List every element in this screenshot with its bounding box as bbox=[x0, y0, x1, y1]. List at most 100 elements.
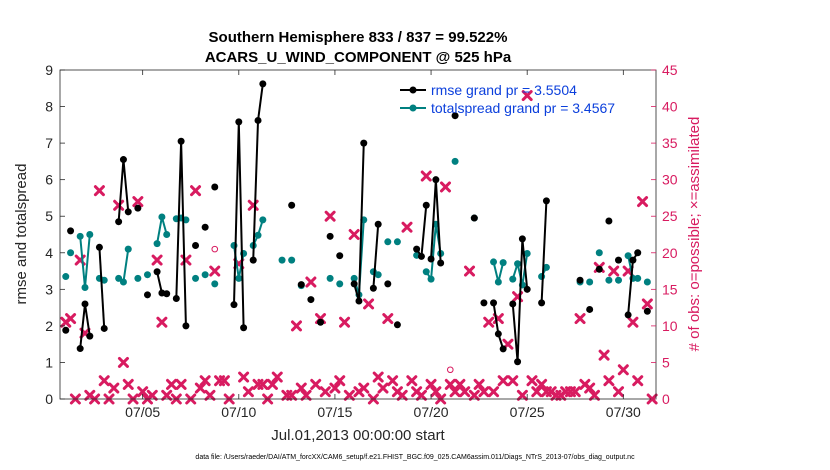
obs-assimilated-marker bbox=[324, 210, 336, 222]
totalspread-point bbox=[62, 273, 70, 281]
y2-axis-ticks: 0 5 10 15 20 25 30 35 40 45 bbox=[651, 62, 678, 407]
totalspread-point bbox=[288, 256, 296, 264]
totalspread-point bbox=[490, 258, 498, 266]
rmse-point bbox=[393, 321, 401, 329]
totalspread-point bbox=[509, 275, 517, 283]
rmse-point bbox=[172, 294, 180, 302]
totalspread-point bbox=[615, 276, 623, 284]
rmse-point bbox=[134, 204, 142, 212]
obs-assimilated-marker bbox=[382, 313, 394, 325]
obs-assimilated-marker bbox=[108, 382, 120, 394]
y-tick-label: 7 bbox=[45, 135, 53, 151]
legend: rmse grand pr = 3.5504 totalspread grand… bbox=[400, 82, 615, 116]
rmse-point bbox=[297, 281, 305, 289]
rmse-point bbox=[437, 259, 445, 267]
y2-tick-label: 0 bbox=[662, 391, 670, 407]
totalspread-point bbox=[427, 275, 435, 283]
rmse-point bbox=[307, 296, 315, 304]
obs-assimilated-marker bbox=[343, 389, 355, 401]
rmse-point bbox=[427, 255, 435, 263]
obs-assimilated-marker bbox=[372, 371, 384, 383]
totalspread-point bbox=[119, 278, 127, 286]
legend-spread-marker bbox=[409, 104, 417, 112]
rmse-point bbox=[177, 137, 185, 145]
rmse-point bbox=[182, 322, 190, 330]
obs-assimilated-marker bbox=[146, 389, 158, 401]
x-tick-label: 07/20 bbox=[414, 404, 449, 420]
totalspread-point bbox=[624, 252, 632, 260]
rmse-point bbox=[369, 284, 377, 292]
obs-assimilated-marker bbox=[98, 375, 110, 387]
obs-assimilated-marker bbox=[444, 378, 456, 390]
obs-assimilated-marker bbox=[266, 378, 278, 390]
rmse-point bbox=[470, 214, 478, 222]
totalspread-point bbox=[115, 274, 123, 282]
totalspread-point bbox=[86, 231, 94, 238]
obs-assimilated-marker bbox=[488, 386, 500, 398]
obs-assimilated-marker bbox=[242, 386, 254, 398]
rmse-point bbox=[230, 301, 238, 309]
rmse-point bbox=[595, 265, 603, 273]
obs-assimilated-marker bbox=[305, 276, 317, 288]
obs-assimilated-marker bbox=[459, 386, 471, 398]
obs-assimilated-marker bbox=[93, 185, 105, 197]
legend-rmse-marker bbox=[409, 86, 417, 94]
totalspread-point bbox=[538, 273, 546, 281]
rmse-point bbox=[490, 299, 498, 307]
rmse-point bbox=[95, 243, 103, 251]
obs-assimilated-marker bbox=[464, 265, 476, 277]
rmse-point bbox=[124, 208, 132, 216]
obs-assimilated-marker bbox=[584, 382, 596, 394]
rmse-point bbox=[615, 256, 623, 264]
obs-assimilated-marker bbox=[483, 316, 495, 328]
totalspread-point bbox=[143, 271, 151, 279]
totalspread-point bbox=[393, 238, 401, 246]
obs-assimilated-marker bbox=[603, 375, 615, 387]
rmse-point bbox=[576, 276, 584, 284]
obs-assimilated-marker bbox=[295, 382, 307, 394]
obs-assimilated-marker bbox=[377, 382, 389, 394]
rmse-point bbox=[605, 217, 613, 225]
obs-assimilated-marker bbox=[641, 298, 653, 310]
obs-assimilated-marker bbox=[608, 265, 620, 277]
obs-assimilated-marker bbox=[415, 389, 427, 401]
obs-assimilated-marker bbox=[627, 316, 639, 328]
y-tick-label: 9 bbox=[45, 62, 53, 78]
rmse-point bbox=[288, 201, 296, 209]
rmse-point bbox=[523, 285, 531, 293]
obs-assimilated-marker bbox=[175, 378, 187, 390]
obs-assimilated-marker bbox=[425, 378, 437, 390]
obs-assimilated-marker bbox=[363, 298, 375, 310]
rmse-point bbox=[192, 241, 200, 249]
obs-assimilated-marker bbox=[569, 386, 581, 398]
rmse-point bbox=[355, 297, 363, 305]
obs-assimilated-marker bbox=[161, 389, 173, 401]
rmse-point bbox=[494, 330, 502, 338]
totalspread-point bbox=[384, 238, 392, 246]
obs-assimilated-marker bbox=[113, 199, 125, 211]
obs-possible-marker bbox=[446, 366, 454, 374]
rmse-point bbox=[235, 118, 243, 126]
obs-assimilated-marker bbox=[209, 265, 221, 277]
y2-tick-label: 25 bbox=[662, 208, 678, 224]
y-tick-label: 4 bbox=[45, 245, 53, 261]
rmse-point bbox=[634, 249, 642, 257]
rmse-point bbox=[249, 256, 257, 264]
rmse-point bbox=[62, 326, 70, 334]
totalspread-point bbox=[374, 271, 382, 279]
obs-assimilated-marker bbox=[190, 185, 202, 197]
rmse-point bbox=[115, 218, 123, 226]
x-axis-label: Jul.01,2013 00:00:00 start bbox=[271, 427, 445, 444]
totalspread-point bbox=[595, 249, 603, 257]
totalspread-point bbox=[514, 260, 522, 268]
obs-assimilated-marker bbox=[613, 386, 625, 398]
rmse-point bbox=[413, 245, 421, 253]
plot-frame bbox=[59, 69, 657, 400]
obs-assimilated-marker bbox=[358, 382, 370, 394]
obs-assimilated-marker bbox=[300, 389, 312, 401]
obs-assimilated-marker bbox=[387, 375, 399, 387]
obs-assimilated-marker bbox=[257, 378, 269, 390]
y-tick-label: 0 bbox=[45, 391, 53, 407]
rmse-point bbox=[240, 324, 248, 332]
totalspread-point bbox=[67, 249, 75, 257]
